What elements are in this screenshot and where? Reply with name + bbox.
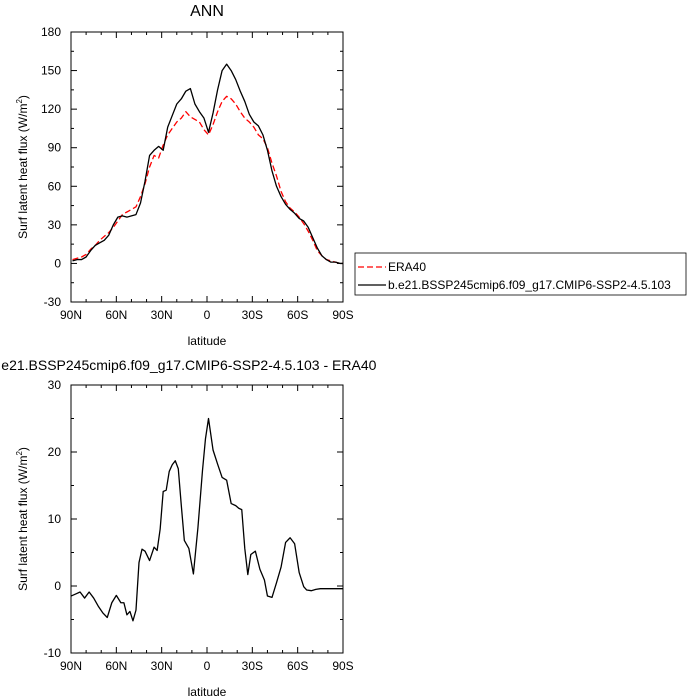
top-y-tick-label: 30	[48, 218, 62, 232]
bottom-y-axis-label-main: Surf latent heat flux (W/m	[16, 456, 30, 591]
top-y-tick-label: -30	[44, 295, 62, 309]
bottom-y-tick-label: 0	[54, 579, 61, 593]
top-x-axis-ticks: 90N 60N 30N 0 30S 60S 90S	[60, 32, 354, 322]
top-plot-frame	[70, 31, 344, 303]
bottom-y-tick-label: -10	[44, 646, 62, 660]
top-y-axis-label-close: )	[16, 95, 30, 99]
bottom-y-tick-label: 30	[48, 378, 62, 392]
top-series-line-1	[72, 95, 343, 265]
bottom-x-tick-label: 30S	[242, 659, 263, 673]
bottom-y-tick-label: 20	[48, 445, 62, 459]
top-y-tick-label: 150	[41, 64, 61, 78]
bottom-x-tick-label: 60N	[105, 659, 127, 673]
top-x-tick-label: 60S	[287, 308, 308, 322]
bottom-y-axis-ticks: -10 0 10 20 30	[44, 378, 343, 660]
top-chart-title: ANN	[190, 3, 224, 20]
top-y-tick-label: 0	[54, 256, 61, 270]
bottom-y-axis-label-close: )	[16, 447, 30, 451]
bottom-x-tick-label: 0	[204, 659, 211, 673]
top-y-axis-label-main: Surf latent heat flux (W/m	[16, 104, 30, 239]
top-y-axis-ticks: -30 0 30 60 90 120 150 180	[41, 25, 343, 309]
top-y-axis-label-exponent: 2	[15, 99, 24, 104]
bottom-x-tick-label: 60S	[287, 659, 308, 673]
bottom-series-line-1	[70, 417, 343, 622]
top-y-axis-label: Surf latent heat flux (W/m2)	[15, 95, 30, 239]
bottom-x-tick-label: 90S	[332, 659, 353, 673]
bottom-panel: b.e21.BSSP245cmip6.f09_g17.CMIP6-SSP2-4.…	[0, 357, 377, 699]
bottom-y-axis-label-exponent: 2	[15, 451, 24, 456]
top-x-tick-label: 90S	[332, 308, 353, 322]
legend-label-era40: ERA40	[388, 260, 426, 274]
legend-label-model: b.e21.BSSP245cmip6.f09_g17.CMIP6-SSP2-4.…	[388, 278, 671, 292]
bottom-plot-lines	[70, 417, 343, 622]
bottom-x-tick-label: 90N	[60, 659, 82, 673]
bottom-y-axis-label: Surf latent heat flux (W/m2)	[15, 447, 30, 591]
top-x-tick-label: 0	[204, 308, 211, 322]
top-x-axis-label: latitude	[188, 334, 227, 348]
legend: ERA40 b.e21.BSSP245cmip6.f09_g17.CMIP6-S…	[354, 252, 687, 296]
top-y-tick-label: 90	[48, 141, 62, 155]
bottom-x-axis-ticks: 90N 60N 30N 0 30S 60S 90S	[60, 385, 354, 673]
top-y-tick-label: 120	[41, 102, 61, 116]
legend-box	[354, 252, 687, 296]
top-x-tick-label: 30S	[242, 308, 263, 322]
top-y-tick-label: 180	[41, 25, 61, 39]
top-x-tick-label: 30N	[151, 308, 173, 322]
bottom-chart-title: b.e21.BSSP245cmip6.f09_g17.CMIP6-SSP2-4.…	[0, 357, 377, 373]
top-plot-lines	[72, 63, 343, 265]
top-series-line-2	[72, 63, 343, 265]
bottom-y-tick-label: 10	[48, 512, 62, 526]
top-y-tick-label: 60	[48, 179, 62, 193]
bottom-x-axis-label: latitude	[188, 685, 227, 699]
top-x-tick-label: 90N	[60, 308, 82, 322]
top-panel: ANN 90N 60N 30N 0 30S 60S 90S -30 0 30 60 90 120 150…	[15, 3, 687, 348]
top-x-tick-label: 60N	[105, 308, 127, 322]
bottom-x-tick-label: 30N	[151, 659, 173, 673]
